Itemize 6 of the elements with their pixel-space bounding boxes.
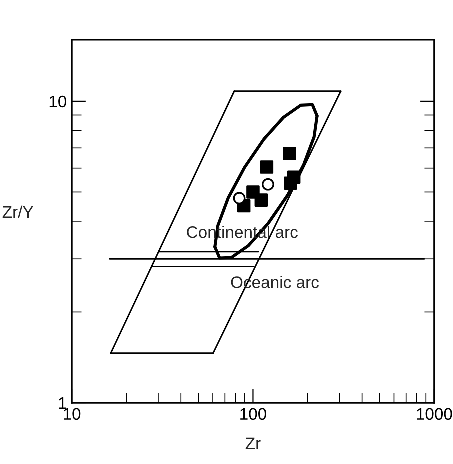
x-tick-label: 10 bbox=[64, 408, 81, 420]
x-tick-label: 100 bbox=[240, 408, 266, 420]
x-tick-label: 1000 bbox=[417, 408, 452, 420]
y-axis-title: Zr/Y bbox=[2, 206, 34, 218]
y-tick-label: 1 bbox=[59, 398, 66, 410]
x-axis-title: Zr bbox=[246, 438, 261, 450]
